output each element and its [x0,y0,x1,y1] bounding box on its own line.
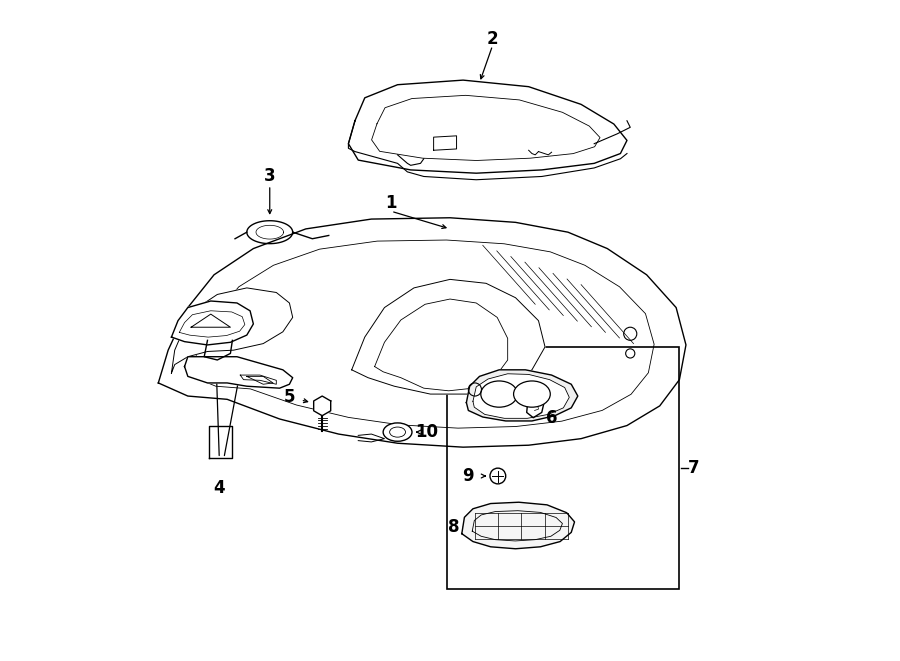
Text: 8: 8 [447,518,459,536]
Polygon shape [434,136,456,150]
Polygon shape [158,217,686,447]
Polygon shape [472,373,570,418]
Ellipse shape [383,423,412,442]
Text: 1: 1 [385,194,397,212]
Text: 7: 7 [688,459,699,477]
Text: 9: 9 [463,467,474,485]
Polygon shape [240,375,276,384]
Bar [446,347,680,590]
Text: 6: 6 [545,408,557,426]
Ellipse shape [514,381,550,407]
Polygon shape [314,396,330,416]
Ellipse shape [390,427,406,437]
Polygon shape [171,288,292,373]
Polygon shape [171,301,254,345]
Text: 10: 10 [416,423,438,441]
Polygon shape [352,280,545,394]
Text: 3: 3 [264,167,275,186]
Polygon shape [348,80,627,173]
Polygon shape [462,502,574,549]
Text: 2: 2 [487,30,499,48]
Polygon shape [466,369,578,421]
Text: 4: 4 [213,479,225,497]
Polygon shape [184,357,292,388]
Polygon shape [526,397,544,418]
Ellipse shape [481,381,518,407]
Text: 5: 5 [284,389,295,407]
